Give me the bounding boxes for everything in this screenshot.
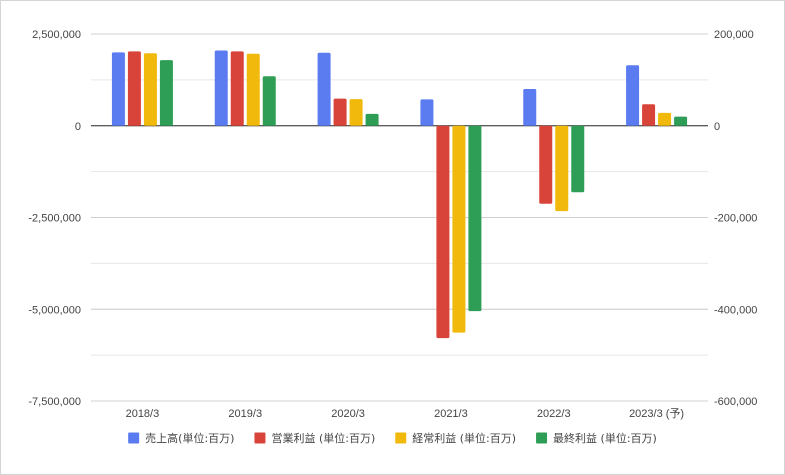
bar — [365, 113, 379, 126]
bar — [246, 53, 260, 126]
left-axis-tick-label: 0 — [75, 121, 81, 133]
bar — [555, 125, 569, 212]
left-axis-tick-label: -2,500,000 — [28, 213, 81, 225]
bar — [523, 89, 537, 126]
right-axis: 200,000 0 -200,000 -400,000 -600,000 — [714, 29, 757, 408]
bar — [262, 76, 276, 126]
left-axis: 2,500,000 0 -2,500,000 -5,000,000 -7,500,000 — [28, 29, 81, 408]
legend-item[interactable]: 最終利益 (単位:百万) — [536, 431, 657, 445]
bar — [468, 125, 482, 312]
bars — [111, 50, 688, 339]
bar — [111, 52, 125, 126]
bar — [159, 60, 173, 126]
legend: 売上高(単位:百万) 営業利益 (単位:百万) 経常利益 (単位:百万) 最終利益 (… — [128, 431, 657, 445]
legend-label: 営業利益 (単位:百万) — [271, 431, 375, 445]
right-axis-tick-label: -200,000 — [714, 213, 757, 225]
right-axis-tick-label: 200,000 — [714, 29, 754, 41]
x-axis-tick-label: 2022/3 — [537, 408, 571, 420]
legend-swatch — [254, 432, 266, 444]
bar — [626, 65, 640, 126]
legend-label: 経常利益 (単位:百万) — [412, 431, 516, 445]
bar — [214, 50, 228, 126]
bar — [642, 104, 656, 126]
bar — [349, 99, 363, 126]
x-axis-tick-label: 2018/3 — [126, 408, 160, 420]
x-axis-tick-label: 2020/3 — [331, 408, 365, 420]
legend-item[interactable]: 経常利益 (単位:百万) — [395, 431, 516, 445]
right-axis-tick-label: -600,000 — [714, 396, 757, 408]
x-axis-tick-label: 2019/3 — [228, 408, 262, 420]
bar — [436, 125, 450, 339]
x-axis-tick-label: 2021/3 — [434, 408, 468, 420]
bar — [571, 125, 585, 193]
x-axis: 2018/3 2019/3 2020/3 2021/3 2022/3 2023/3 (予) — [126, 407, 685, 420]
bar — [317, 52, 331, 126]
bar — [452, 125, 466, 333]
legend-swatch — [536, 432, 548, 444]
bar — [420, 99, 434, 126]
right-axis-tick-label: 0 — [714, 121, 720, 133]
x-axis-tick-label: 2023/3 (予) — [629, 407, 684, 420]
legend-item[interactable]: 売上高(単位:百万) — [128, 431, 234, 445]
bar — [333, 98, 347, 126]
bar — [143, 53, 157, 126]
gridlines — [91, 33, 708, 402]
left-axis-tick-label: -7,500,000 — [28, 396, 81, 408]
legend-swatch — [395, 432, 407, 444]
legend-swatch — [128, 432, 140, 444]
bar — [539, 125, 553, 204]
right-axis-tick-label: -400,000 — [714, 304, 757, 316]
bar — [127, 51, 141, 126]
bar — [658, 112, 672, 126]
left-axis-tick-label: -5,000,000 — [28, 304, 81, 316]
legend-item[interactable]: 営業利益 (単位:百万) — [254, 431, 375, 445]
bar — [230, 51, 244, 126]
legend-label: 最終利益 (単位:百万) — [553, 431, 657, 445]
bar — [674, 116, 688, 126]
legend-label: 売上高(単位:百万) — [145, 431, 234, 445]
left-axis-tick-label: 2,500,000 — [32, 29, 81, 41]
